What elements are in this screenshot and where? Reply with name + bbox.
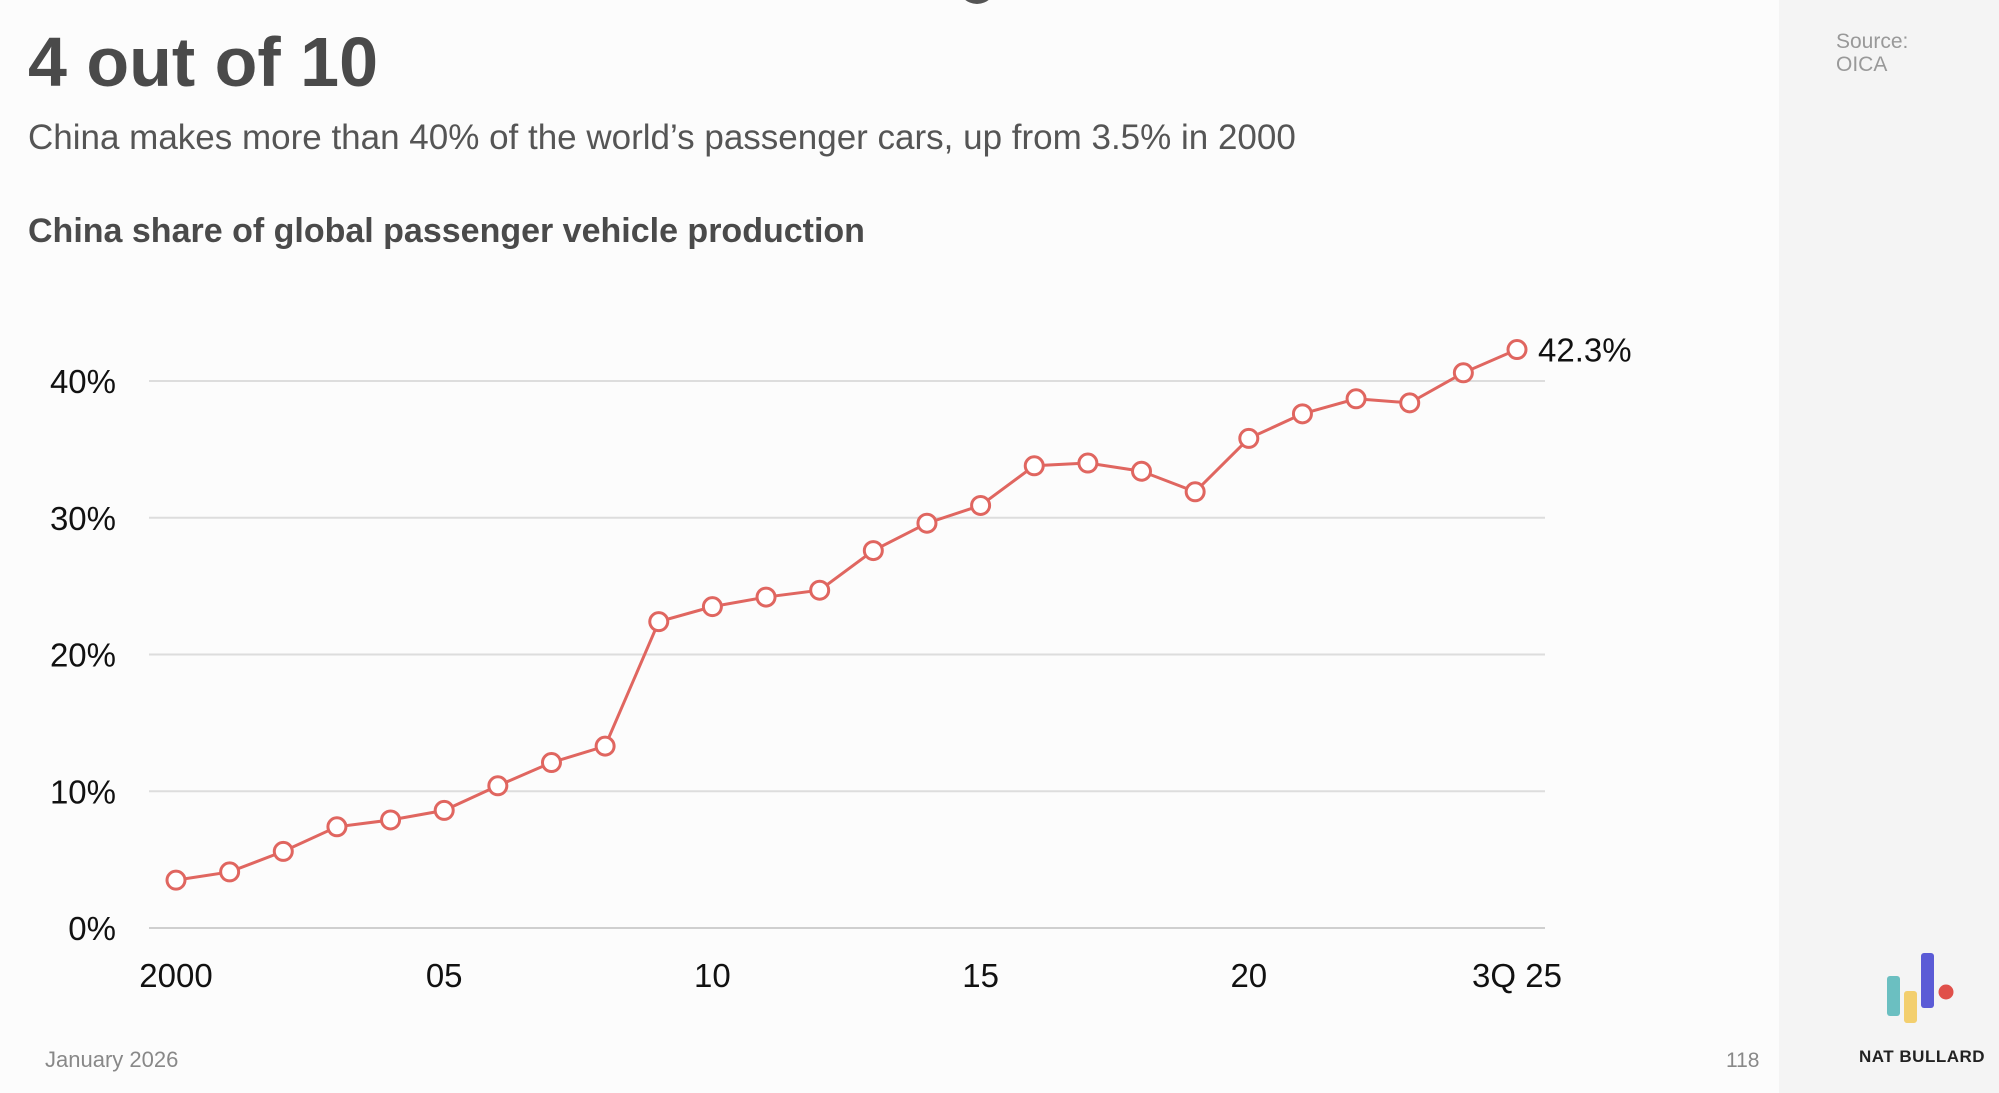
data-point [1184, 481, 1206, 503]
data-point [1291, 403, 1313, 425]
x-tick-label: 15 [962, 957, 999, 994]
y-tick-label: 0% [68, 910, 116, 947]
data-point [272, 840, 294, 862]
data-point [755, 586, 777, 608]
data-point [970, 494, 992, 516]
data-point [594, 735, 616, 757]
data-point [380, 809, 402, 831]
chart-title: China share of global passenger vehicle … [28, 212, 865, 250]
page-number: 118 [1726, 1049, 1760, 1072]
end-value-label: 42.3% [1538, 332, 1632, 369]
cropped-title-glyph [958, 0, 996, 4]
line-chart: 0% 10% 20% 30% 40% 2000 05 10 15 20 3Q 25 42.3% [50, 332, 1632, 994]
data-point [1131, 460, 1153, 482]
data-point [862, 540, 884, 562]
source-label: Source: [1836, 30, 1909, 53]
y-tick-label: 10% [50, 773, 116, 810]
headline: 4 out of 10 [28, 23, 379, 101]
data-point [1023, 455, 1045, 477]
sidebar [1779, 0, 1999, 1093]
data-point [701, 596, 723, 618]
y-tick-label: 30% [50, 500, 116, 537]
footer-date: January 2026 [45, 1047, 179, 1072]
data-point [1506, 339, 1528, 361]
x-tick-label: 3Q 25 [1472, 957, 1562, 994]
data-point [433, 799, 455, 821]
x-tick-label: 20 [1230, 957, 1267, 994]
data-point [1452, 362, 1474, 384]
source-note: Source: OICA [1836, 30, 1908, 76]
data-point [326, 816, 348, 838]
data-point [540, 752, 562, 774]
y-tick-label: 40% [50, 363, 116, 400]
brand-name: NAT BULLARD [1859, 1047, 1986, 1066]
data-point [165, 869, 187, 891]
brand-logo-icon [1887, 953, 1954, 1023]
data-point [809, 579, 831, 601]
data-point [648, 611, 670, 633]
y-tick-label: 20% [50, 637, 116, 674]
data-point [1399, 392, 1421, 414]
data-point [1345, 388, 1367, 410]
data-point [1238, 427, 1260, 449]
data-point [219, 861, 241, 883]
x-tick-label: 05 [426, 957, 463, 994]
source-value: OICA [1836, 53, 1888, 76]
x-tick-label: 2000 [139, 957, 212, 994]
data-point [487, 775, 509, 797]
data-point [1077, 452, 1099, 474]
series-line [175, 348, 1518, 882]
subtitle: China makes more than 40% of the world’s… [28, 118, 1296, 157]
x-tick-label: 10 [694, 957, 731, 994]
data-point [916, 512, 938, 534]
